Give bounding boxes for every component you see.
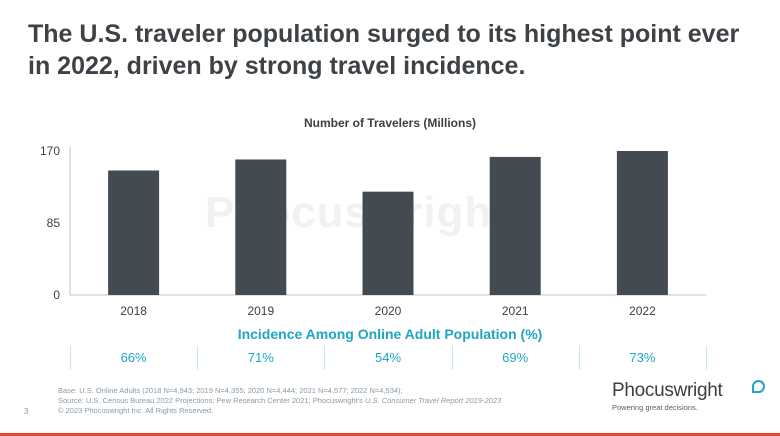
x-tick-label: 2018 [120,304,147,318]
bottom-rule [0,433,780,436]
y-tick-label: 85 [47,216,61,230]
incidence-value-2021: 69% [502,350,529,365]
incidence-divider [578,346,580,370]
y-tick-label: 170 [40,144,60,158]
chart-title: Number of Travelers (Millions) [304,116,476,130]
incidence-value-2019: 71% [247,350,274,365]
incidence-divider [70,346,71,370]
footer-copyright: © 2023 Phocuswright Inc. All Rights Rese… [58,406,214,415]
brand-mark-icon [752,380,765,393]
incidence-divider [706,346,707,370]
bar-chart: Number of Travelers (Millions) 0 85 170 2018… [40,116,706,318]
bar-2020 [362,191,414,295]
incidence-value-2020: 54% [374,350,402,365]
incidence-value-2018: 66% [120,350,147,365]
brand-tagline: Powering great decisions. [612,403,698,412]
y-tick-label: 0 [53,288,60,302]
incidence-title: Incidence Among Online Adult Population … [237,326,543,342]
headline: The U.S. traveler population surged to i… [28,20,740,80]
brand-logo: Phocuswright Powering great decisions. [612,380,772,412]
bar-2022 [616,151,668,295]
bar-2018 [108,170,160,295]
bar-2021 [489,156,541,295]
incidence-divider [451,346,453,370]
incidence-divider [197,346,199,370]
x-tick-label: 2019 [247,304,274,318]
brand-name: Phocuswright [612,380,723,401]
bar-2019 [235,159,287,295]
footer-source: Source: U.S. Census Bureau 2022 Projecti… [58,396,502,405]
x-tick-label: 2022 [629,304,656,318]
footer-base: Base: U.S. Online Adults (2018 N=4,943; … [58,386,403,395]
x-tick-label: 2020 [375,304,402,318]
incidence-divider [324,346,326,370]
incidence-row: 66% 71% 54% 69% 73% [66,343,707,373]
footer-notes: Base: U.S. Online Adults (2018 N=4,943; … [58,386,618,416]
incidence-value-2022: 73% [629,350,656,365]
footer-source-report: U.S. Consumer Travel Report 2019-2023 [365,396,502,405]
x-tick-label: 2021 [502,304,529,318]
page-number: 3 [24,407,29,416]
